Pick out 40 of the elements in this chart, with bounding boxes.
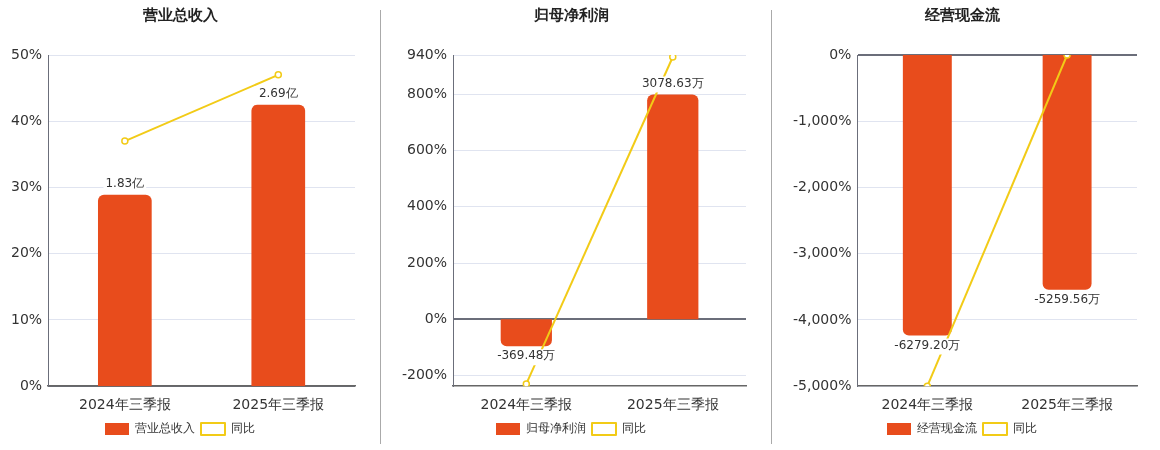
y-tick-label: 0% <box>424 309 448 326</box>
x-tick-label: 2024年三季报 <box>79 396 171 413</box>
y-tick-label: 50% <box>10 45 43 62</box>
y-tick-label: -3,000% <box>793 244 852 261</box>
legend-label: 营业总收入 <box>135 421 195 436</box>
x-tick-label: 2024年三季报 <box>881 396 974 413</box>
chart-title: 营业总收入 <box>141 5 219 24</box>
x-tick-label: 2025年三季报 <box>1021 396 1113 413</box>
legend-label: 同比 <box>622 421 646 436</box>
y-tick-label: -2,000% <box>793 178 852 195</box>
y-tick-label: -5,000% <box>793 376 852 393</box>
y-tick-label: 20% <box>10 244 43 261</box>
legend-label: 归母净利润 <box>526 421 586 436</box>
y-tick-label: 0% <box>829 45 852 62</box>
data-label: 3078.63万 <box>641 75 704 90</box>
x-tick-label: 2025年三季报 <box>232 396 325 413</box>
legend-label: 同比 <box>1013 421 1037 436</box>
chart-title: 归母净利润 <box>532 5 609 24</box>
data-label: 1.83亿 <box>105 175 145 190</box>
y-tick-label: 400% <box>407 197 448 214</box>
y-tick-label: -1,000% <box>793 111 852 128</box>
y-tick-label: 600% <box>407 141 448 158</box>
data-label: 2.69亿 <box>258 85 298 100</box>
y-tick-label: 200% <box>407 253 448 270</box>
x-tick-label: 2025年三季报 <box>626 396 719 413</box>
chart-title: 经营现金流 <box>923 5 1001 24</box>
y-tick-label: 30% <box>10 178 43 195</box>
x-tick-label: 2024年三季报 <box>480 396 573 413</box>
y-tick-label: 10% <box>10 310 43 327</box>
y-tick-label: 940% <box>407 45 448 62</box>
y-tick-label: -200% <box>402 366 448 383</box>
y-tick-label: 0% <box>19 376 43 393</box>
legend-label: 经营现金流 <box>917 421 977 436</box>
data-label: -6279.20万 <box>894 337 961 352</box>
data-label: -5259.56万 <box>1034 291 1101 306</box>
data-label: -369.48万 <box>497 348 556 363</box>
y-tick-label: 800% <box>407 85 448 101</box>
y-tick-label: -4,000% <box>793 310 852 327</box>
legend-label: 同比 <box>231 421 255 436</box>
y-tick-label: 40% <box>10 111 43 128</box>
